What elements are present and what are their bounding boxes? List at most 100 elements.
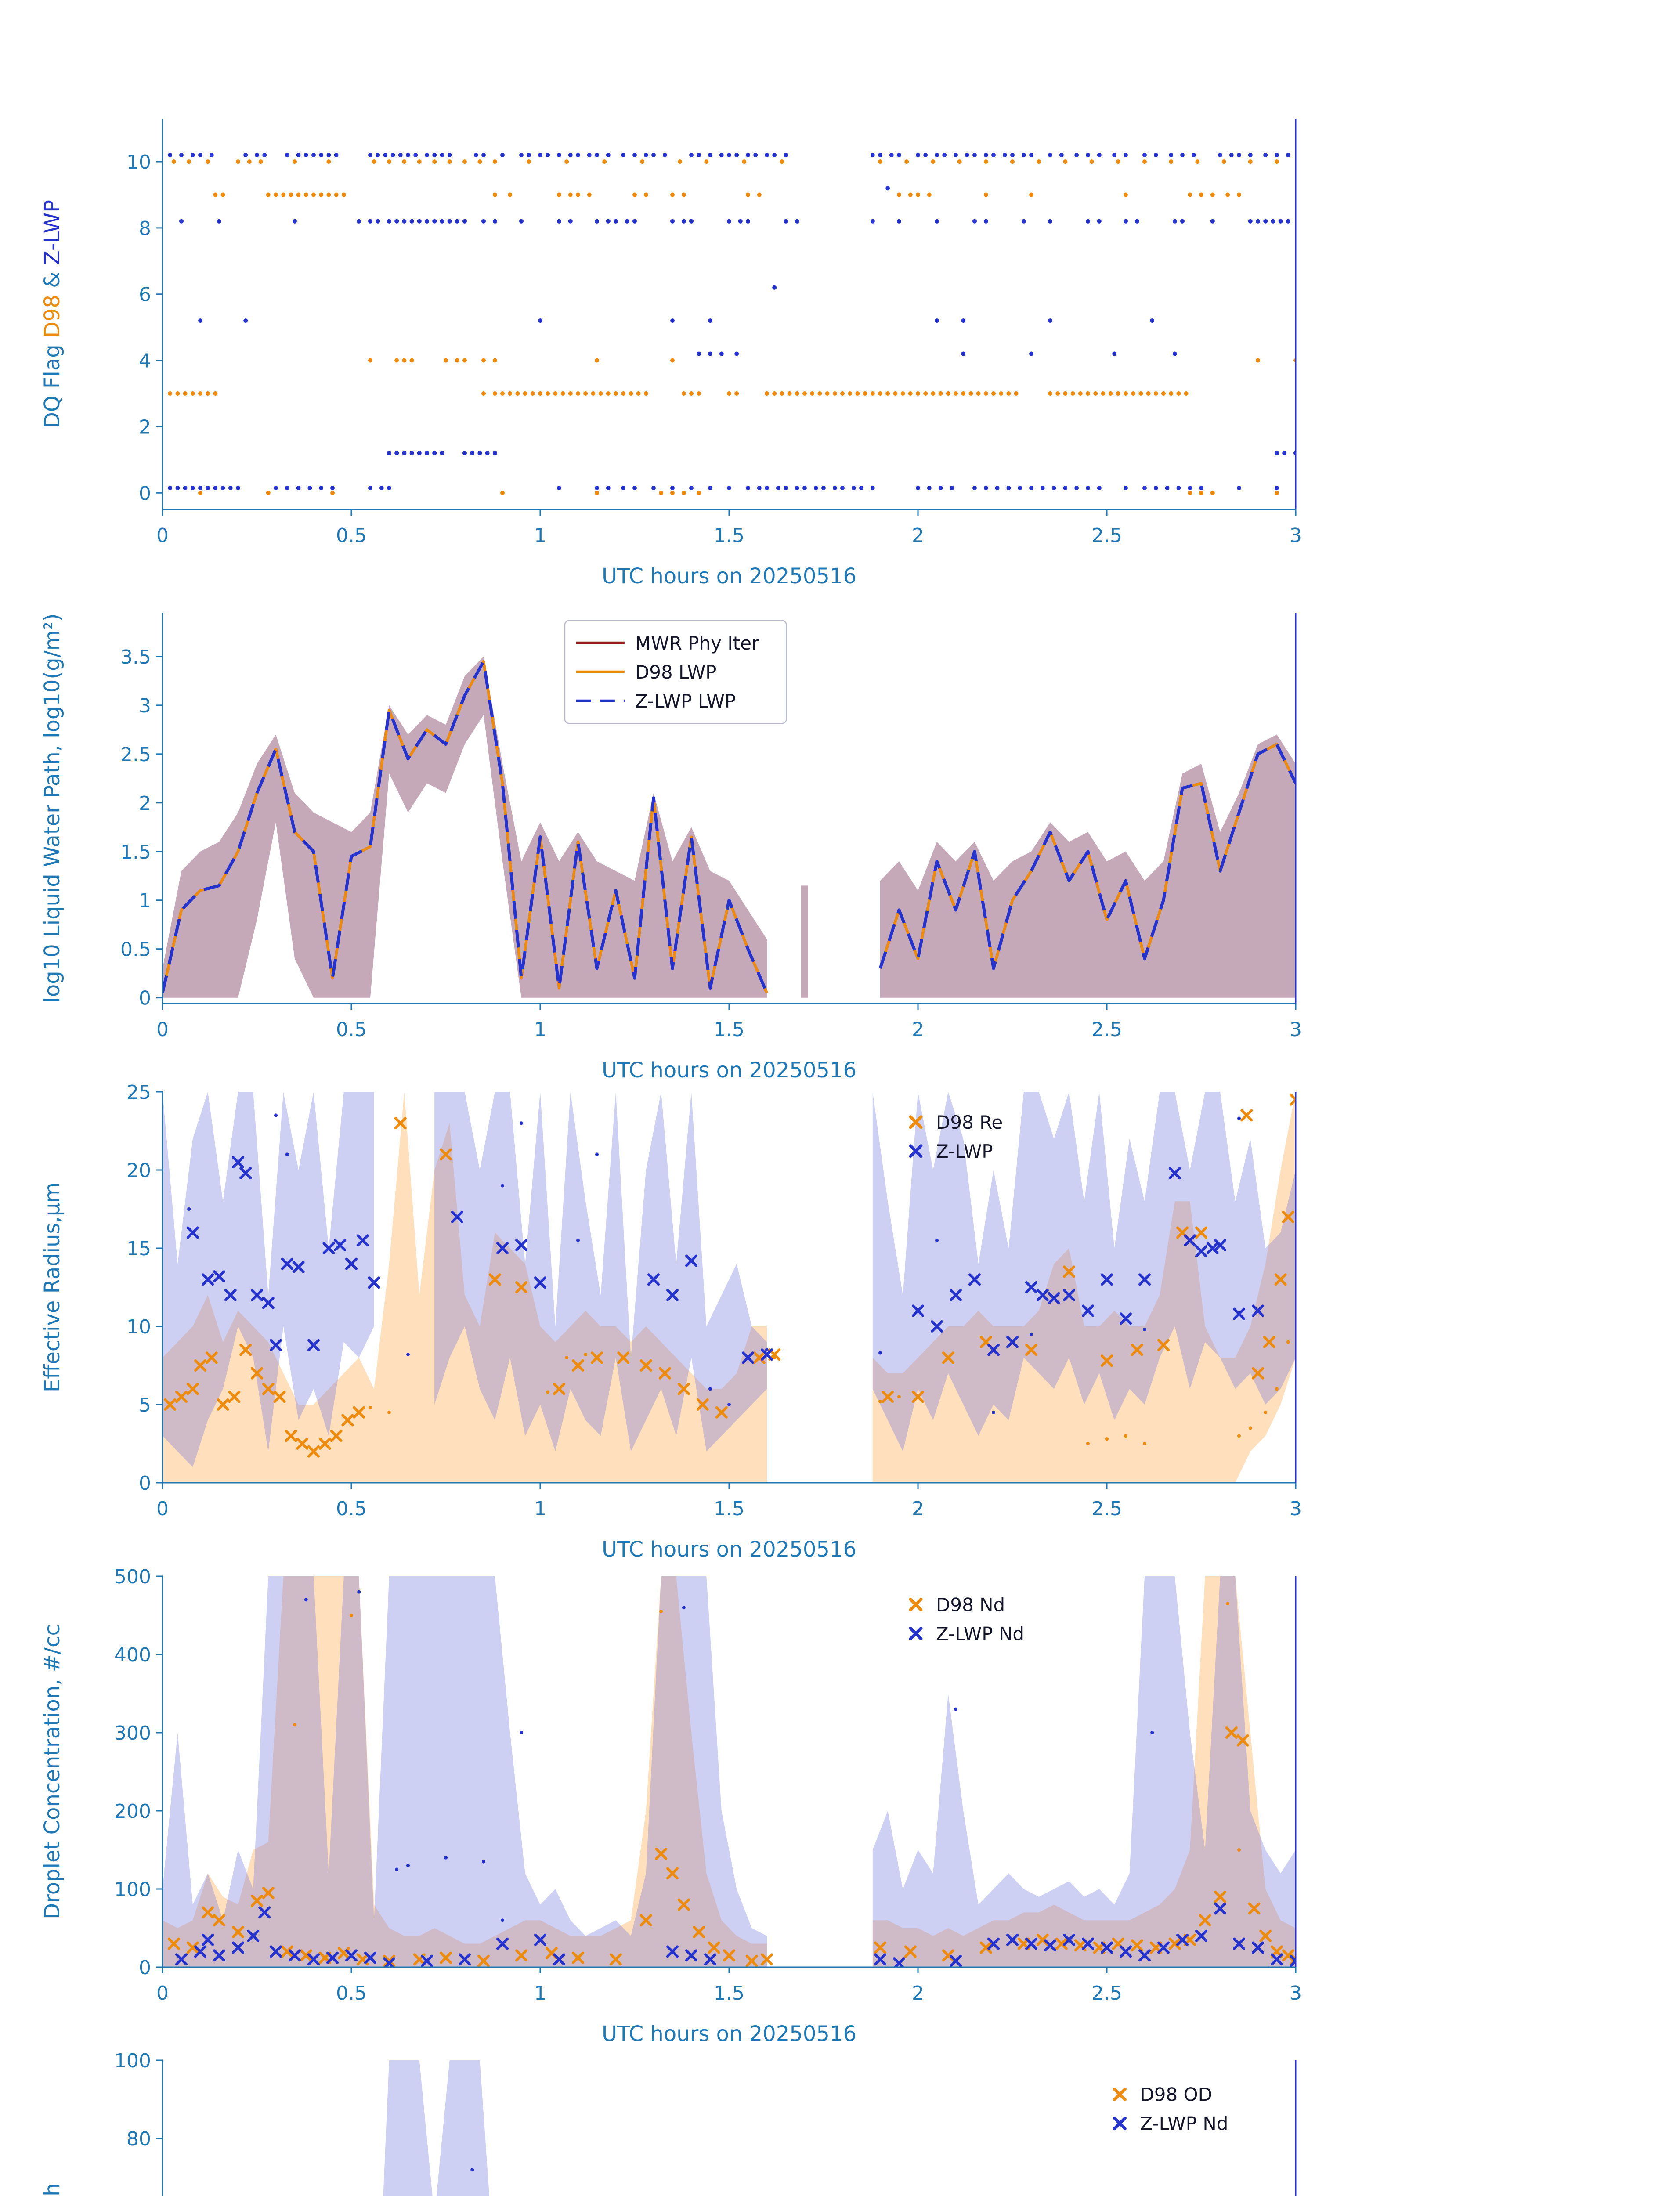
x-tick-label: 2.5	[1091, 1019, 1122, 1041]
y-tick-label: 3.5	[120, 646, 151, 668]
y-axis-label: Droplet Concentration, #/cc	[40, 1624, 65, 1919]
x-tick-label: 1	[534, 1019, 546, 1041]
legend: D98 OD Z-LWP Nd	[1113, 2084, 1228, 2135]
y-axis-label: log10 Liquid Water Path, log10(g/m²)	[40, 614, 65, 1003]
axes: 0 0.5 1 1.5 2 2.5 3 0 2 4 6 8 10 UTC hours on 2025051…	[40, 119, 1302, 589]
x-tick-label: 1.5	[714, 1498, 744, 1520]
legend: MWR Phy Iter D98 LWP Z-LWP LWP	[564, 620, 787, 724]
zlwp-od-small-dots	[470, 2168, 474, 2172]
x-tick-label: 2.5	[1091, 1982, 1122, 2005]
x-tick-label: 0.5	[336, 1498, 367, 1520]
y-tick-label: 4	[139, 350, 151, 372]
y-tick-label: 300	[114, 1722, 151, 1745]
x-tick-label: 2.5	[1091, 1498, 1122, 1520]
y-tick-label: 10	[126, 1316, 151, 1338]
x-tick-label: 2	[912, 524, 924, 547]
legend-label: Z-LWP Nd	[936, 1623, 1024, 1644]
legend-label: D98 Re	[936, 1112, 1003, 1133]
lwp-chart: 0 0.5 1 1.5 2 2.5 3 0 0.5 1 1.5 2 2.5 3 3.5 UTC hours o…	[40, 613, 1302, 1083]
y-tick-label: 500	[114, 1568, 151, 1588]
legend-frame	[564, 620, 787, 724]
legend-marker-d98-nd	[909, 1597, 923, 1611]
legend-label: Z-LWP Nd	[1140, 2113, 1228, 2135]
zlwp-flag-dots	[168, 153, 1296, 490]
y-tick-label: 25	[126, 1083, 151, 1104]
y-tick-label: 1	[139, 890, 151, 912]
zlwp-od-band	[383, 2060, 490, 2196]
zlwp-re-small-dots	[187, 1113, 1241, 1414]
y-axis-label: DQ Flag D98 & Z-LWP	[40, 200, 65, 428]
y-tick-label: 20	[126, 1159, 151, 1182]
x-tick-label: 2	[912, 1019, 924, 1041]
effective-radius-chart: 0 0.5 1 1.5 2 2.5 3 0 5 10 15 20 25 UTC hours on 2025…	[40, 1083, 1302, 1562]
y-tick-label: 0	[139, 987, 151, 1010]
x-tick-label: 0.5	[336, 524, 367, 547]
y-tick-label: 0	[139, 1957, 151, 1979]
d98-flag-dots	[168, 159, 1296, 495]
axes: 00.511.522.53020406080100UTC hours on 20…	[40, 2052, 1297, 2196]
y-tick-label: 0.5	[120, 939, 151, 961]
y-tick-label: 8	[139, 217, 151, 240]
x-tick-label: 3	[1290, 524, 1302, 547]
x-tick-label: 2	[912, 1498, 924, 1520]
d98-nd-band	[163, 1576, 1296, 1967]
legend-label: D98 OD	[1140, 2084, 1212, 2106]
plot-area	[383, 2060, 490, 2196]
x-tick-label: 3	[1290, 1019, 1302, 1041]
y-tick-label: 80	[126, 2128, 151, 2150]
axes: 0 0.5 1 1.5 2 2.5 3 0 0.5 1 1.5 2 2.5 3 3.5 UTC hours o…	[40, 613, 1302, 1083]
x-tick-label: 0.5	[336, 1019, 367, 1041]
y-tick-label: 6	[139, 284, 151, 306]
y-tick-label: 3	[139, 695, 151, 717]
x-tick-label: 0	[156, 1498, 169, 1520]
y-tick-label: 2	[139, 792, 151, 815]
axes: 0 0.5 1 1.5 2 2.5 3 0 5 10 15 20 25 UTC hours on 2025…	[40, 1083, 1302, 1562]
dq-flag-chart: 0 0.5 1 1.5 2 2.5 3 0 2 4 6 8 10 UTC hours on 2025051…	[40, 119, 1302, 589]
x-tick-label: 1.5	[714, 524, 744, 547]
legend-marker-d98-re	[909, 1115, 923, 1129]
plot-area	[163, 656, 1296, 998]
y-axis-label: Effective Radius,µm	[40, 1182, 65, 1392]
plot-area	[163, 1092, 1296, 1483]
x-tick-label: 1	[534, 1982, 546, 2005]
x-tick-label: 2.5	[1091, 524, 1122, 547]
y-tick-label: 200	[114, 1800, 151, 1823]
legend-label: Z-LWP	[936, 1141, 993, 1162]
x-tick-label: 0.5	[336, 1982, 367, 2005]
y-tick-label: 0	[139, 1472, 151, 1495]
zlwp-lwp-line	[163, 660, 1296, 993]
legend: D98 Nd Z-LWP Nd	[909, 1594, 1024, 1644]
d98-re-small-dots	[369, 1340, 1290, 1445]
axes: 0 0.5 1 1.5 2 2.5 3 0 100 200 300 400 500 UTC hours o…	[40, 1568, 1302, 2046]
legend-marker-d98-od	[1113, 2088, 1127, 2102]
plot-area	[163, 1576, 1296, 1967]
x-tick-label: 0	[156, 524, 169, 547]
y-axis-label: Optical Depth	[40, 2183, 65, 2196]
y-tick-label: 2	[139, 416, 151, 438]
y-tick-label: 0	[139, 482, 151, 505]
legend-label: Z-LWP LWP	[635, 690, 736, 712]
y-tick-label: 1.5	[120, 841, 151, 863]
x-tick-label: 1	[534, 1498, 546, 1520]
legend-label: MWR Phy Iter	[635, 632, 759, 654]
d98-nd-small-dots	[293, 1602, 1241, 1852]
d98-re-markers	[164, 1093, 1296, 1458]
x-tick-label: 1.5	[714, 1982, 744, 2005]
plot-area	[168, 153, 1296, 495]
x-axis-label: UTC hours on 20250516	[602, 564, 856, 589]
y-tick-label: 10	[126, 151, 151, 173]
x-tick-label: 3	[1290, 1982, 1302, 2005]
y-tick-label: 5	[139, 1394, 151, 1416]
x-tick-label: 2	[912, 1982, 924, 2005]
x-tick-label: 0	[156, 1982, 169, 2005]
x-axis-label: UTC hours on 20250516	[602, 2022, 856, 2046]
x-tick-label: 0	[156, 1019, 169, 1041]
legend-marker-z-lwp-nd	[909, 1626, 923, 1640]
x-tick-label: 1	[534, 524, 546, 547]
zlwp-re-markers	[186, 1156, 1264, 1364]
x-tick-label: 1.5	[714, 1019, 744, 1041]
x-axis-label: UTC hours on 20250516	[602, 1058, 856, 1083]
legend-marker-z-lwp	[909, 1144, 923, 1158]
legend-label: D98 Nd	[936, 1594, 1005, 1615]
